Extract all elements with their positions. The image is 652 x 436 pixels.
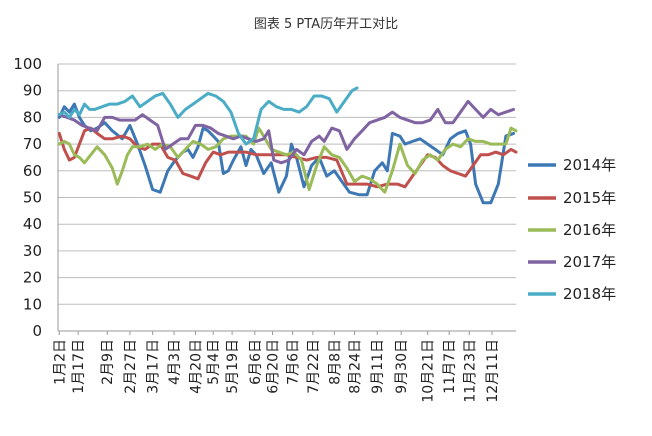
y-tick-label: 70 bbox=[23, 135, 42, 153]
x-tick-label: 1月2日 bbox=[52, 339, 68, 385]
x-tick-label: 7月22日 bbox=[306, 339, 322, 394]
legend-label: 2016年 bbox=[563, 221, 616, 239]
y-axis-ticks: 0 10 20 30 40 50 60 70 80 90 100 bbox=[13, 55, 42, 340]
series-line-2018年 bbox=[57, 86, 359, 146]
series-line-2014年 bbox=[57, 102, 515, 205]
x-tick-label: 9月11日 bbox=[370, 339, 386, 394]
y-tick-label: 100 bbox=[13, 55, 42, 73]
y-tick-label: 10 bbox=[23, 295, 42, 313]
series-lines bbox=[57, 86, 518, 205]
x-tick-label: 8月24日 bbox=[348, 339, 364, 394]
y-tick-label: 20 bbox=[23, 269, 42, 287]
x-tick-label: 6月6日 bbox=[248, 339, 264, 385]
series-line-2015年 bbox=[57, 126, 518, 189]
y-tick-label: 60 bbox=[23, 162, 42, 180]
legend-label: 2015年 bbox=[563, 189, 616, 207]
x-tick-label: 2月27日 bbox=[123, 339, 139, 394]
x-tick-label: 4月20日 bbox=[189, 339, 205, 394]
x-tick-label: 12月11日 bbox=[485, 339, 501, 403]
x-tick-label: 10月21日 bbox=[421, 339, 437, 403]
x-tick-label: 8月8日 bbox=[327, 339, 343, 385]
legend-label: 2018年 bbox=[563, 285, 616, 303]
x-tick-label: 11月7日 bbox=[442, 339, 458, 394]
y-tick-label: 80 bbox=[23, 108, 42, 126]
y-tick-label: 30 bbox=[23, 242, 42, 260]
y-tick-label: 0 bbox=[32, 322, 42, 340]
y-tick-label: 90 bbox=[23, 82, 42, 100]
y-tick-label: 40 bbox=[23, 215, 42, 233]
x-tick-label: 1月17日 bbox=[71, 339, 87, 394]
legend: 2014年 2015年 2016年 2017年 2018年 bbox=[528, 156, 616, 303]
series-line-2017年 bbox=[57, 99, 515, 165]
series-line-2016年 bbox=[57, 126, 518, 194]
x-axis-ticks: 1月2日 1月17日 2月9日 2月27日 3月17日 4月3日 4月20日 5月4日 5月19… bbox=[52, 331, 501, 403]
x-tick-label: 9月30日 bbox=[394, 339, 410, 394]
legend-label: 2017年 bbox=[563, 253, 616, 271]
x-tick-label: 4月3日 bbox=[167, 339, 183, 385]
x-tick-label: 2月9日 bbox=[100, 339, 116, 385]
x-tick-label: 5月19日 bbox=[225, 339, 241, 394]
x-tick-label: 3月17日 bbox=[146, 339, 162, 394]
x-tick-label: 5月4日 bbox=[206, 339, 222, 385]
x-tick-label: 7月6日 bbox=[286, 339, 302, 385]
x-tick-label: 11月23日 bbox=[462, 339, 478, 403]
legend-label: 2014年 bbox=[563, 156, 616, 174]
x-tick-label: 6月20日 bbox=[265, 339, 281, 394]
chart-title: 图表 5 PTA历年开工对比 bbox=[254, 17, 398, 32]
gridlines bbox=[57, 63, 516, 332]
y-tick-label: 50 bbox=[23, 189, 42, 207]
